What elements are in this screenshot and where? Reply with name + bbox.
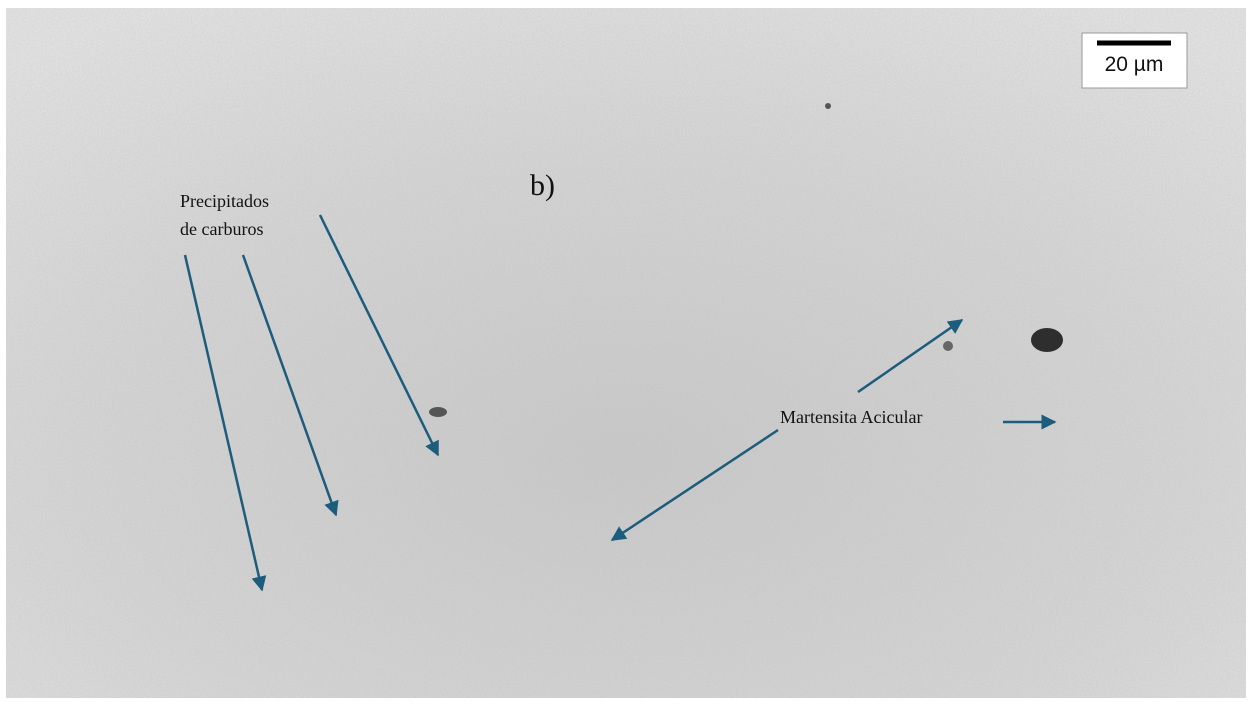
micrograph-figure: 20 µm b) Precipitados de carburos Marten… — [0, 0, 1249, 702]
micrograph-texture — [6, 8, 1246, 698]
dark-inclusion — [825, 103, 831, 109]
annotation-text: de carburos — [180, 219, 263, 239]
dark-inclusion — [429, 407, 447, 417]
panel-label: b) — [530, 169, 555, 202]
scale-bar-label: 20 µm — [1105, 53, 1164, 76]
dark-inclusion — [943, 341, 953, 351]
annotation-text: Precipitados — [180, 191, 269, 211]
dark-inclusion — [1031, 328, 1063, 352]
page: 20 µm b) Precipitados de carburos Marten… — [0, 0, 1249, 702]
annotation-text: Martensita Acicular — [780, 407, 922, 427]
